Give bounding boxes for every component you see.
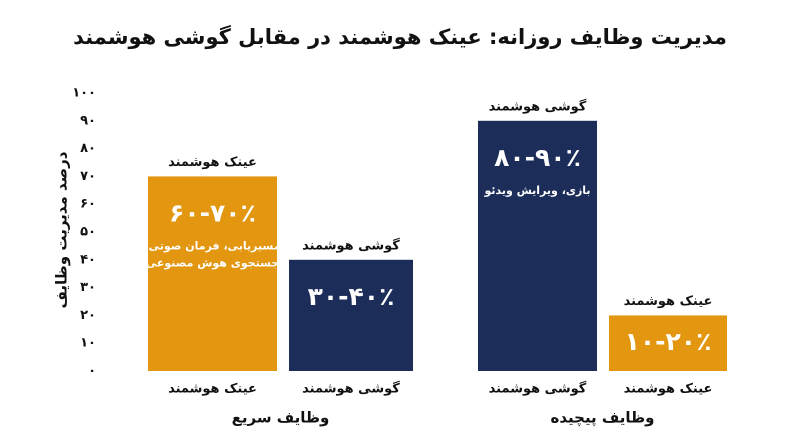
bar-top-label: عینک هوشمند (624, 294, 713, 309)
y-tick-label: ۱۰۰ (72, 86, 96, 101)
x-tick-label: عینک هوشمند (168, 382, 257, 397)
bar (148, 176, 277, 371)
bar-top-label: عینک هوشمند (168, 155, 257, 170)
bar-top-label: گوشی هوشمند (302, 237, 400, 253)
value-label: ۱۰-۲۰٪ (625, 327, 712, 356)
bar-description: بازی، ویرایش ویدئو (483, 184, 590, 197)
y-tick-label: ۱۰ (80, 336, 96, 351)
y-tick-label: ۵۰ (80, 225, 96, 240)
y-axis-label: درصد مدیریت وظایف (53, 151, 71, 308)
group-label: وظایف سریع (232, 409, 330, 427)
bar (478, 120, 597, 371)
bar-description: جستجوی هوش مصنوعی (146, 256, 280, 269)
bar-description: مسیریابی، فرمان صوتی، (144, 239, 280, 252)
value-label: ۶۰-۷۰٪ (169, 198, 256, 227)
y-tick-label: ۸۰ (80, 141, 96, 156)
value-label: ۳۰-۴۰٪ (308, 282, 395, 311)
bar (289, 259, 413, 371)
x-tick-label: گوشی هوشمند (302, 381, 400, 397)
y-tick-label: ۳۰ (80, 280, 96, 295)
value-label: ۸۰-۹۰٪ (494, 143, 581, 172)
y-tick-label: ۰ (88, 364, 96, 379)
group-label: وظایف پیچیده (550, 409, 654, 428)
y-tick-label: ۶۰ (80, 197, 96, 212)
y-tick-label: ۹۰ (80, 113, 96, 128)
bar (609, 315, 727, 371)
chart-title: مدیریت وظایف روزانه: عینک هوشمند در مقاب… (73, 24, 727, 49)
x-tick-label: گوشی هوشمند (489, 381, 587, 397)
bar-top-label: گوشی هوشمند (489, 98, 587, 114)
y-tick-label: ۷۰ (80, 169, 96, 184)
x-tick-label: عینک هوشمند (624, 382, 713, 397)
y-tick-label: ۴۰ (80, 252, 96, 267)
y-tick-label: ۲۰ (80, 308, 96, 323)
